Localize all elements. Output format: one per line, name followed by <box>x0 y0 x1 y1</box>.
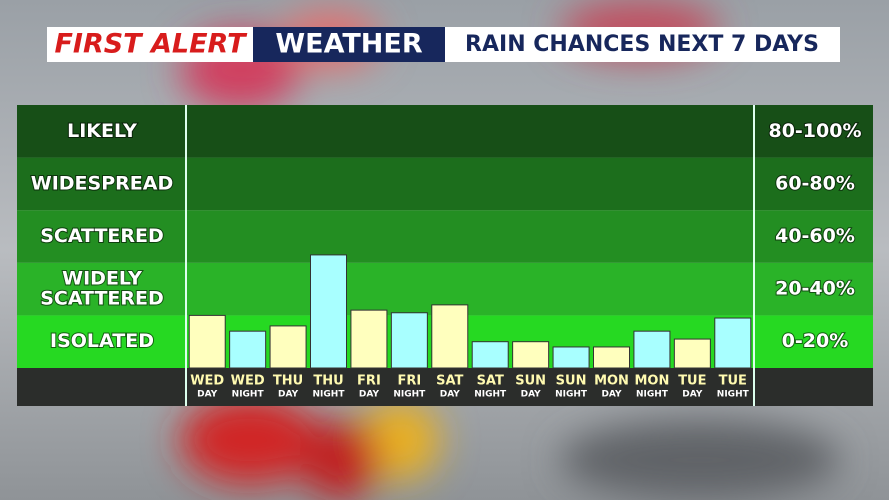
x-tick-sublabel: DAY <box>197 390 218 400</box>
x-tick-sublabel: DAY <box>521 390 542 400</box>
x-tick-label: WED <box>190 374 224 389</box>
x-tick-label: TUE <box>719 374 747 389</box>
x-tick-label: THU <box>313 374 343 389</box>
x-tick-sublabel: NIGHT <box>636 390 669 400</box>
bar <box>673 338 711 369</box>
x-tick-label: MON <box>594 374 629 389</box>
bar <box>714 317 752 369</box>
bar <box>593 346 630 369</box>
header-section: WEATHER <box>275 29 422 60</box>
band-range: 80-100% <box>768 120 861 142</box>
band-label: SCATTERED <box>40 225 164 247</box>
band-range: 60-80% <box>775 172 855 194</box>
x-tick-sublabel: DAY <box>601 390 622 400</box>
header-brand-box <box>47 27 253 62</box>
x-tick-sublabel: NIGHT <box>717 390 750 400</box>
bar <box>310 254 347 369</box>
x-tick-sublabel: NIGHT <box>474 390 507 400</box>
plot: LIKELY 80-100% WIDESPREAD 60-80% SCATTERED 40… <box>17 105 873 400</box>
header-title-box <box>445 27 840 62</box>
band <box>17 210 873 263</box>
x-tick-sublabel: NIGHT <box>313 390 346 400</box>
category-row <box>17 368 873 406</box>
bar <box>229 330 267 369</box>
x-tick-label: SUN <box>515 374 546 389</box>
bar <box>431 304 469 369</box>
x-tick-sublabel: NIGHT <box>555 390 588 400</box>
x-tick-label: FRI <box>397 374 421 389</box>
x-tick-label: SAT <box>477 374 504 389</box>
band-label: SCATTERED <box>40 288 164 310</box>
band-range: 40-60% <box>775 225 855 247</box>
x-tick-sublabel: DAY <box>278 390 299 400</box>
x-tick-label: SAT <box>436 374 463 389</box>
bar <box>552 346 590 369</box>
bar <box>512 341 550 369</box>
bar <box>390 312 428 369</box>
x-tick-label: WED <box>231 374 265 389</box>
x-tick-label: TUE <box>678 374 706 389</box>
band-range: 20-40% <box>775 278 855 300</box>
x-tick-label: FRI <box>357 374 381 389</box>
x-tick-label: MON <box>634 374 669 389</box>
background-blobs <box>180 0 840 500</box>
header-title: RAIN CHANCES NEXT 7 DAYS <box>465 32 819 57</box>
header-brand: FIRST ALERT <box>54 29 248 60</box>
header-section-box <box>253 27 445 62</box>
bar <box>633 330 671 369</box>
x-tick-sublabel: DAY <box>359 390 380 400</box>
x-tick-label: SUN <box>556 374 587 389</box>
bar <box>269 325 307 369</box>
x-tick-sublabel: NIGHT <box>393 390 426 400</box>
x-tick-label: THU <box>273 374 303 389</box>
band-label: WIDELY <box>62 268 142 290</box>
band <box>17 157 873 211</box>
bar <box>471 341 509 369</box>
band-label: LIKELY <box>67 120 137 142</box>
bar <box>350 309 388 369</box>
band-label: WIDESPREAD <box>31 172 173 194</box>
band-label: ISOLATED <box>50 330 154 352</box>
x-tick-sublabel: NIGHT <box>232 390 265 400</box>
band <box>17 105 873 158</box>
x-tick-sublabel: DAY <box>682 390 703 400</box>
band-range: 0-20% <box>782 330 849 352</box>
bar <box>188 314 226 369</box>
x-tick-sublabel: DAY <box>440 390 461 400</box>
